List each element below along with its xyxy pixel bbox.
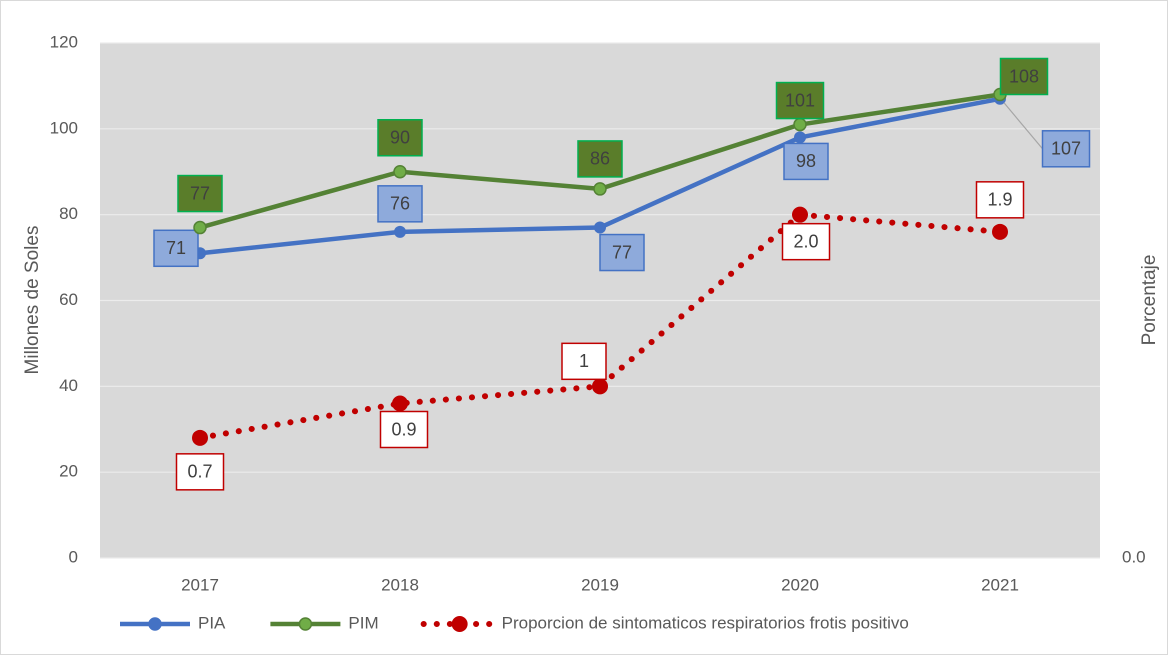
legend-label: PIA (198, 613, 226, 632)
data-label-box (599, 233, 645, 272)
legend-label: PIM (348, 613, 378, 632)
y-tick-label: 80 (59, 204, 78, 223)
x-tick-label: 2020 (781, 575, 819, 594)
x-tick-label: 2018 (381, 575, 419, 594)
marker (192, 429, 208, 446)
marker (392, 395, 408, 412)
data-label: 77 (190, 183, 210, 203)
data-label: 1 (579, 351, 589, 371)
data-label-box (775, 81, 825, 120)
data-label-box (377, 119, 423, 157)
data-label: 101 (785, 90, 815, 110)
marker (793, 117, 807, 132)
data-label-box (783, 142, 829, 181)
data-label: 76 (390, 194, 410, 214)
y2-tick-label: 0.0 (1122, 547, 1146, 566)
marker (393, 165, 407, 179)
marker (594, 221, 606, 234)
x-tick-label: 2019 (581, 575, 619, 594)
data-label: 86 (590, 149, 610, 169)
data-label: 107 (1051, 139, 1081, 159)
data-label-box (377, 185, 423, 223)
marker (992, 223, 1008, 240)
data-label-box (781, 222, 831, 261)
y-tick-label: 60 (59, 290, 78, 309)
y-axis-label: Millones de Soles (22, 226, 43, 375)
data-label: 0.7 (187, 462, 212, 482)
data-label-box (177, 174, 223, 213)
marker (593, 182, 607, 196)
x-tick-label: 2017 (181, 575, 219, 594)
legend-marker (298, 617, 313, 631)
data-label-box (1041, 130, 1091, 168)
marker (193, 220, 207, 235)
legend-marker (451, 616, 468, 632)
data-label-box (153, 229, 199, 268)
data-label: 1.9 (987, 190, 1012, 210)
marker (794, 131, 806, 144)
data-label: 0.9 (391, 419, 416, 439)
legend-marker (148, 617, 162, 631)
data-label-box (561, 342, 607, 381)
data-label-box (379, 410, 429, 449)
data-label: 90 (390, 128, 410, 148)
data-label: 2.0 (793, 231, 818, 251)
y-tick-label: 40 (59, 376, 78, 395)
data-label-box (999, 57, 1049, 96)
legend-label: Proporcion de sintomaticos respiratorios… (502, 613, 909, 632)
y-tick-label: 120 (50, 32, 78, 51)
data-label: 98 (796, 151, 816, 171)
data-label-box (175, 453, 225, 491)
y-tick-label: 0 (69, 547, 78, 566)
y2-axis-label: Porcentaje (1139, 255, 1160, 346)
y-tick-label: 100 (50, 118, 78, 137)
data-label: 77 (612, 242, 632, 262)
x-tick-label: 2021 (981, 575, 1019, 594)
y-tick-label: 20 (59, 462, 78, 481)
marker (592, 378, 608, 395)
leader-line (1003, 102, 1043, 150)
marker (394, 225, 406, 238)
data-label-box (577, 140, 623, 178)
data-label: 108 (1009, 66, 1039, 86)
data-label: 71 (166, 238, 186, 258)
marker (792, 206, 808, 223)
data-label-box (975, 181, 1025, 219)
